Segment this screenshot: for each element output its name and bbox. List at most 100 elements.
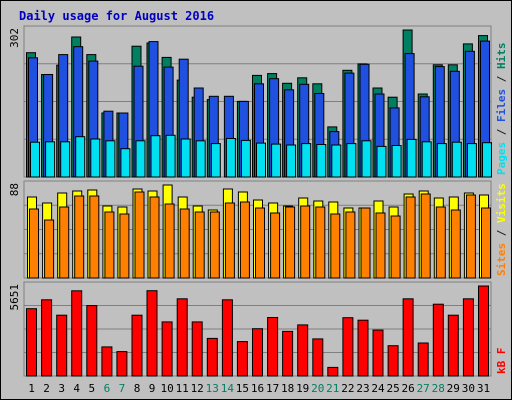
bar-pages-day-11 bbox=[180, 138, 191, 178]
bar-pages-day-3 bbox=[60, 141, 71, 178]
bar-pages-day-28 bbox=[436, 143, 447, 178]
bar-pages-day-8 bbox=[135, 140, 146, 178]
bar-pages-day-13 bbox=[210, 143, 221, 178]
bar-kb-f-day-29 bbox=[447, 314, 459, 377]
bar-kb-f-day-27 bbox=[417, 342, 429, 377]
bar-sites-day-29 bbox=[450, 209, 461, 279]
bar-pages-day-12 bbox=[195, 140, 206, 178]
legend-part-4: / bbox=[495, 69, 508, 89]
day-label-14: 14 bbox=[221, 382, 235, 395]
legend-part-3: Visits bbox=[495, 183, 508, 223]
bar-pages-day-14 bbox=[225, 138, 236, 178]
bar-sites-day-16 bbox=[255, 207, 265, 279]
day-label-8: 8 bbox=[134, 382, 141, 395]
day-label-28: 28 bbox=[432, 382, 445, 395]
bar-kb-f-day-14 bbox=[221, 299, 233, 377]
bar-sites-day-7 bbox=[119, 213, 130, 279]
bar-kb-f-day-18 bbox=[282, 330, 294, 377]
bar-sites-day-19 bbox=[300, 205, 311, 279]
bar-sites-day-2 bbox=[44, 219, 55, 279]
bar-kb-f-day-3 bbox=[56, 314, 68, 377]
bar-kb-f-day-26 bbox=[402, 298, 414, 377]
day-label-9: 9 bbox=[149, 382, 156, 395]
legend-part-1: kB F bbox=[495, 348, 508, 375]
bar-sites-day-11 bbox=[179, 208, 190, 279]
bar-kb-f-day-2 bbox=[41, 299, 53, 377]
bar-sites-day-14 bbox=[224, 202, 235, 279]
max-label: 5651 bbox=[8, 284, 21, 311]
bar-kb-f-day-15 bbox=[236, 341, 248, 377]
bar-sites-day-10 bbox=[164, 203, 175, 279]
bar-pages-day-15 bbox=[240, 139, 251, 178]
bar-kb-f-day-11 bbox=[176, 298, 188, 377]
bar-sites-day-12 bbox=[194, 211, 205, 279]
day-label-7: 7 bbox=[119, 382, 126, 395]
day-label-25: 25 bbox=[386, 382, 399, 395]
bar-pages-day-30 bbox=[466, 143, 477, 178]
day-label-10: 10 bbox=[160, 382, 173, 395]
bar-kb-f-day-13 bbox=[206, 337, 218, 377]
day-label-29: 29 bbox=[447, 382, 460, 395]
bar-sites-day-30 bbox=[465, 194, 476, 279]
bar-kb-f-day-20 bbox=[312, 338, 324, 377]
bar-sites-day-27 bbox=[420, 193, 431, 279]
day-label-12: 12 bbox=[191, 382, 204, 395]
bar-kb-f-day-10 bbox=[161, 321, 173, 377]
bar-pages-day-23 bbox=[361, 140, 372, 178]
bar-pages-day-25 bbox=[391, 145, 402, 178]
day-label-1: 1 bbox=[28, 382, 35, 395]
bar-sites-day-9 bbox=[149, 196, 160, 279]
bar-kb-f-day-1 bbox=[26, 308, 37, 377]
bar-kb-f-day-5 bbox=[86, 305, 98, 377]
day-label-22: 22 bbox=[341, 382, 354, 395]
bar-pages-day-24 bbox=[376, 145, 387, 178]
bar-kb-f-day-4 bbox=[71, 290, 83, 377]
day-label-5: 5 bbox=[88, 382, 95, 395]
bar-kb-f-day-22 bbox=[342, 317, 354, 377]
day-label-19: 19 bbox=[296, 382, 309, 395]
bar-pages-day-19 bbox=[301, 143, 312, 178]
bar-kb-f-day-28 bbox=[432, 303, 444, 377]
bar-pages-day-31 bbox=[482, 142, 492, 178]
bar-pages-day-9 bbox=[150, 135, 161, 178]
bar-sites-day-18 bbox=[285, 206, 296, 279]
day-label-26: 26 bbox=[401, 382, 414, 395]
bar-pages-day-10 bbox=[165, 134, 176, 178]
bar-sites-day-15 bbox=[239, 201, 250, 279]
legend: Sites / Visits bbox=[495, 183, 508, 276]
day-label-20: 20 bbox=[311, 382, 324, 395]
legend-part-2: / bbox=[495, 122, 508, 142]
bar-pages-day-17 bbox=[271, 143, 282, 178]
bar-kb-f-day-17 bbox=[267, 317, 279, 377]
bar-kb-f-day-25 bbox=[387, 345, 399, 377]
day-label-18: 18 bbox=[281, 382, 294, 395]
day-label-2: 2 bbox=[43, 382, 50, 395]
bar-sites-day-31 bbox=[481, 207, 491, 279]
bar-kb-f-day-8 bbox=[131, 314, 143, 377]
bar-sites-day-3 bbox=[59, 206, 70, 279]
panel-kbytes: 5651 kB F bbox=[8, 281, 508, 377]
panel-visits-sites: 88 Sites / Visits bbox=[8, 180, 508, 279]
bar-sites-day-22 bbox=[345, 211, 356, 279]
bar-sites-day-25 bbox=[390, 215, 401, 279]
bar-kb-f-day-21 bbox=[327, 366, 339, 377]
bar-sites-day-17 bbox=[270, 212, 281, 279]
bar-sites-day-13 bbox=[209, 211, 220, 279]
day-label-31: 31 bbox=[477, 382, 490, 395]
bar-sites-day-20 bbox=[315, 206, 326, 279]
legend-part-1: Pages bbox=[495, 142, 508, 175]
bar-sites-day-4 bbox=[74, 195, 85, 279]
bar-kb-f-day-6 bbox=[101, 346, 113, 377]
legend: Pages / Files / Hits bbox=[495, 43, 508, 176]
chart-title: Daily usage for August 2016 bbox=[19, 9, 214, 23]
day-label-30: 30 bbox=[462, 382, 475, 395]
bar-pages-day-22 bbox=[346, 143, 357, 178]
bar-pages-day-4 bbox=[75, 136, 86, 178]
bar-pages-day-5 bbox=[90, 138, 101, 178]
bar-kb-f-day-23 bbox=[357, 319, 369, 377]
bar-kb-f-day-19 bbox=[297, 324, 309, 377]
bar-pages-day-6 bbox=[105, 140, 116, 178]
bar-sites-day-26 bbox=[405, 196, 416, 279]
bar-sites-day-21 bbox=[330, 213, 341, 279]
